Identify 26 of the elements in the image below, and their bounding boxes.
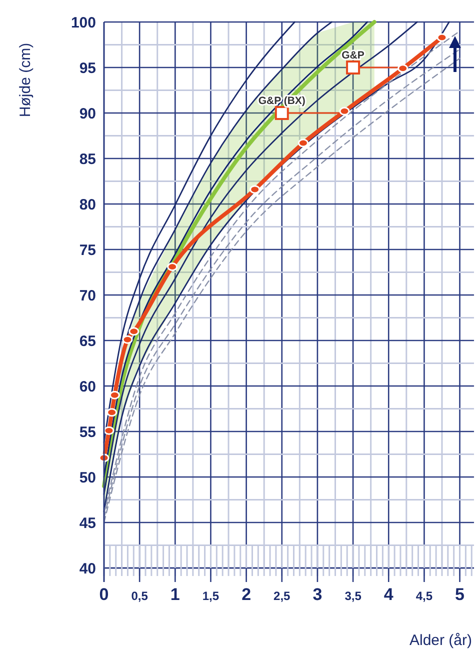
x-tick-label: 0,5: [131, 589, 148, 603]
y-tick-label: 65: [79, 332, 96, 350]
x-tick-label: 1,5: [202, 589, 220, 603]
x-tick-label: 0: [99, 585, 109, 604]
x-tick-label: 2,5: [274, 589, 291, 603]
y-tick-label: 75: [79, 242, 96, 259]
y-tick-label: 100: [70, 14, 96, 32]
y-axis-title: Højde (cm): [17, 42, 34, 118]
y-tick-label: 60: [79, 378, 96, 396]
y-tick-label: 95: [79, 60, 96, 77]
y-tick-label: 45: [79, 514, 96, 532]
y-tick-label: 90: [79, 105, 96, 122]
x-tick-label: 5: [455, 585, 465, 604]
y-tick-label: 50: [79, 469, 96, 486]
x-axis-title: Alder (år): [409, 632, 472, 649]
y-tick-label: 85: [79, 150, 96, 168]
x-tick-label: 2: [242, 585, 252, 604]
y-tick-label: 55: [79, 424, 96, 441]
y-tick-label: 70: [79, 287, 96, 304]
y-tick-label: 40: [79, 560, 96, 578]
x-tick-label: 1: [170, 585, 180, 604]
x-tick-label: 4: [384, 585, 394, 604]
x-tick-label: 4,5: [416, 589, 433, 603]
y-tick-label: 80: [79, 196, 96, 214]
x-tick-label: 3,5: [344, 589, 362, 603]
x-tick-label: 3: [312, 585, 322, 604]
